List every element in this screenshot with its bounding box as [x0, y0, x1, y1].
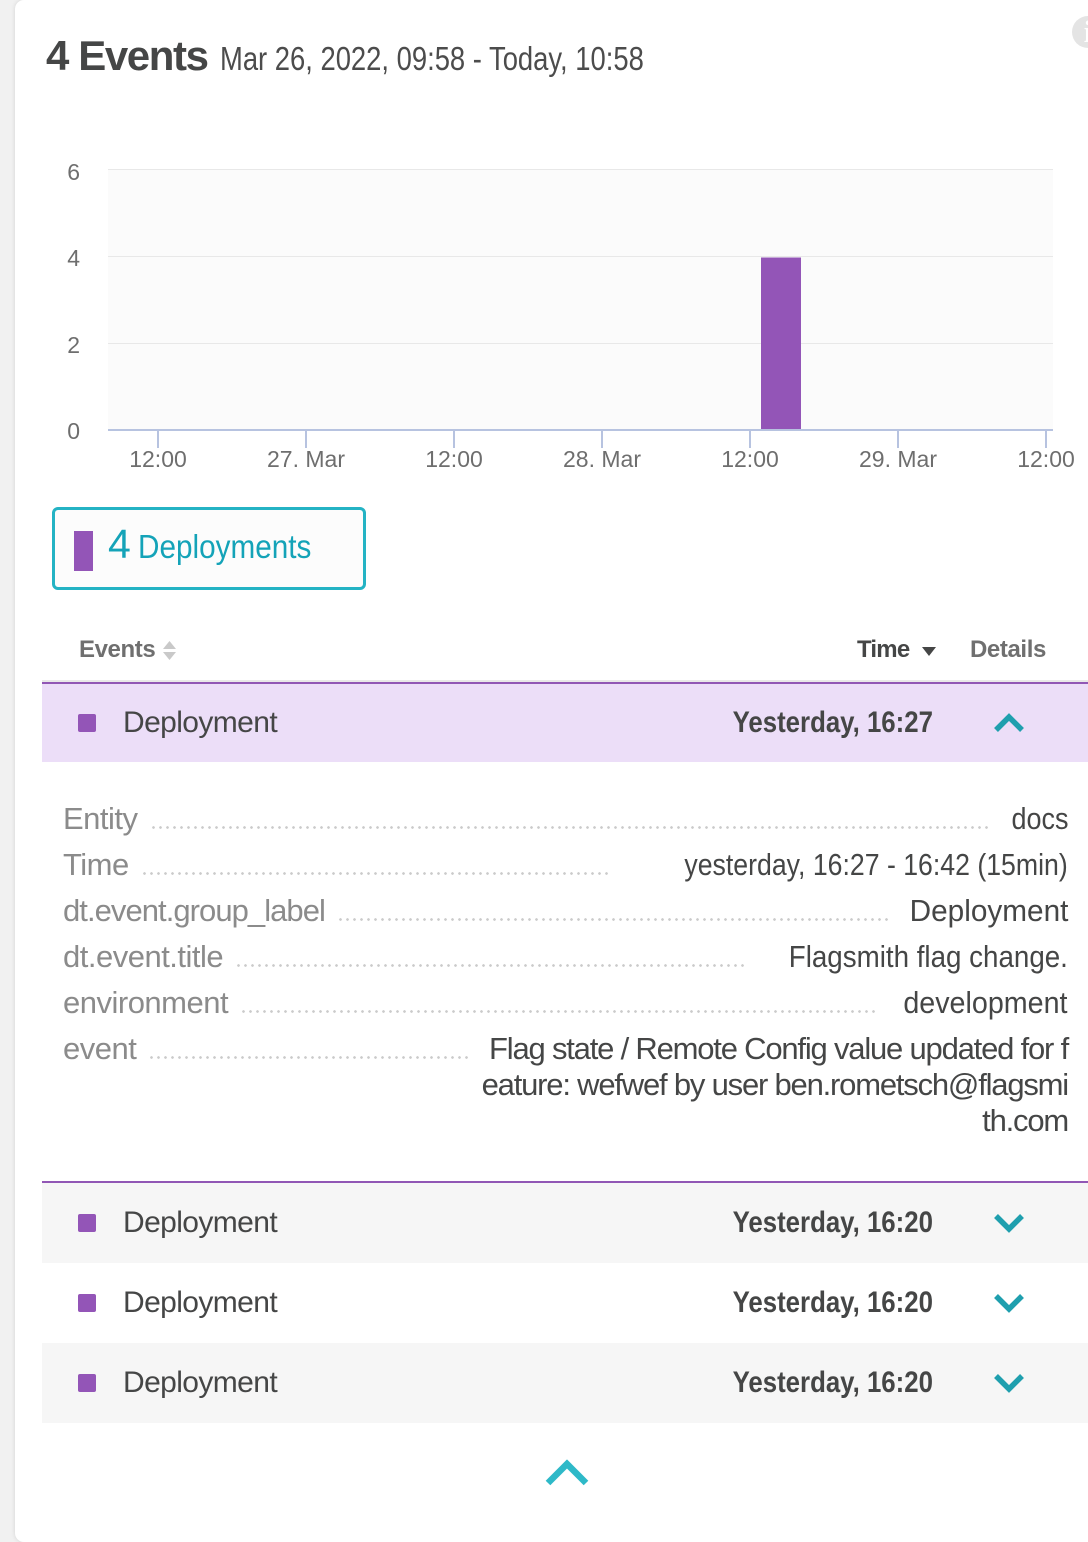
svg-text:4: 4 [67, 245, 80, 271]
svg-text:2: 2 [67, 332, 80, 358]
svg-text:12:00: 12:00 [1017, 446, 1075, 472]
svg-text:6: 6 [67, 159, 80, 185]
svg-text:12:00: 12:00 [425, 446, 483, 472]
svg-text:28. Mar: 28. Mar [563, 446, 641, 472]
svg-text:29. Mar: 29. Mar [859, 446, 937, 472]
svg-text:0: 0 [67, 418, 80, 444]
svg-text:27. Mar: 27. Mar [267, 446, 345, 472]
svg-text:12:00: 12:00 [129, 446, 187, 472]
svg-text:12:00: 12:00 [721, 446, 779, 472]
